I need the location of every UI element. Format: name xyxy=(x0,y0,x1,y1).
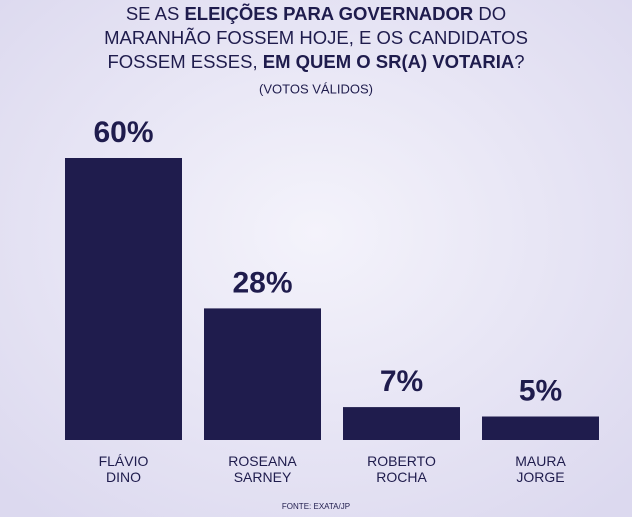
bar xyxy=(482,416,599,440)
title-segment: ELEIÇÕES PARA GOVERNADOR xyxy=(184,3,473,24)
subtitle: (VOTOS VÁLIDOS) xyxy=(259,81,373,96)
title-line: FOSSEM ESSES, EM QUEM O SR(A) VOTARIA? xyxy=(107,51,524,72)
category-line: JORGE xyxy=(516,469,564,485)
category-line: FLÁVIO xyxy=(99,453,149,469)
title-segment: DO xyxy=(473,3,506,24)
title-segment: EM QUEM O SR(A) VOTARIA xyxy=(263,51,514,72)
category-label: MAURA JORGE xyxy=(515,453,566,485)
category-line: DINO xyxy=(106,469,141,485)
category-line: SARNEY xyxy=(234,469,292,485)
bar xyxy=(65,158,182,440)
value-label: 28% xyxy=(232,266,292,299)
title-segment: MARANHÃO FOSSEM HOJE, E OS CANDIDATOS xyxy=(104,27,528,48)
bar xyxy=(343,407,460,440)
source: FONTE: EXATA/JP xyxy=(282,502,350,511)
category-label: ROBERTO ROCHA xyxy=(367,453,436,485)
title-segment: SE AS xyxy=(126,3,185,24)
category-line: ROBERTO xyxy=(367,453,436,469)
value-label: 7% xyxy=(380,365,423,398)
title-segment: ? xyxy=(514,51,524,72)
category-line: ROSEANA xyxy=(228,453,297,469)
value-label: 5% xyxy=(519,374,562,407)
title-line: SE AS ELEIÇÕES PARA GOVERNADOR DO xyxy=(126,3,506,24)
category-line: MAURA xyxy=(515,453,566,469)
value-label: 60% xyxy=(93,116,153,149)
title-segment: FOSSEM ESSES, xyxy=(107,51,262,72)
bar xyxy=(204,308,321,440)
title-line: MARANHÃO FOSSEM HOJE, E OS CANDIDATOS xyxy=(104,27,528,48)
category-label: FLÁVIO DINO xyxy=(99,453,149,485)
category-line: ROCHA xyxy=(376,469,427,485)
category-label: ROSEANA SARNEY xyxy=(228,453,297,485)
